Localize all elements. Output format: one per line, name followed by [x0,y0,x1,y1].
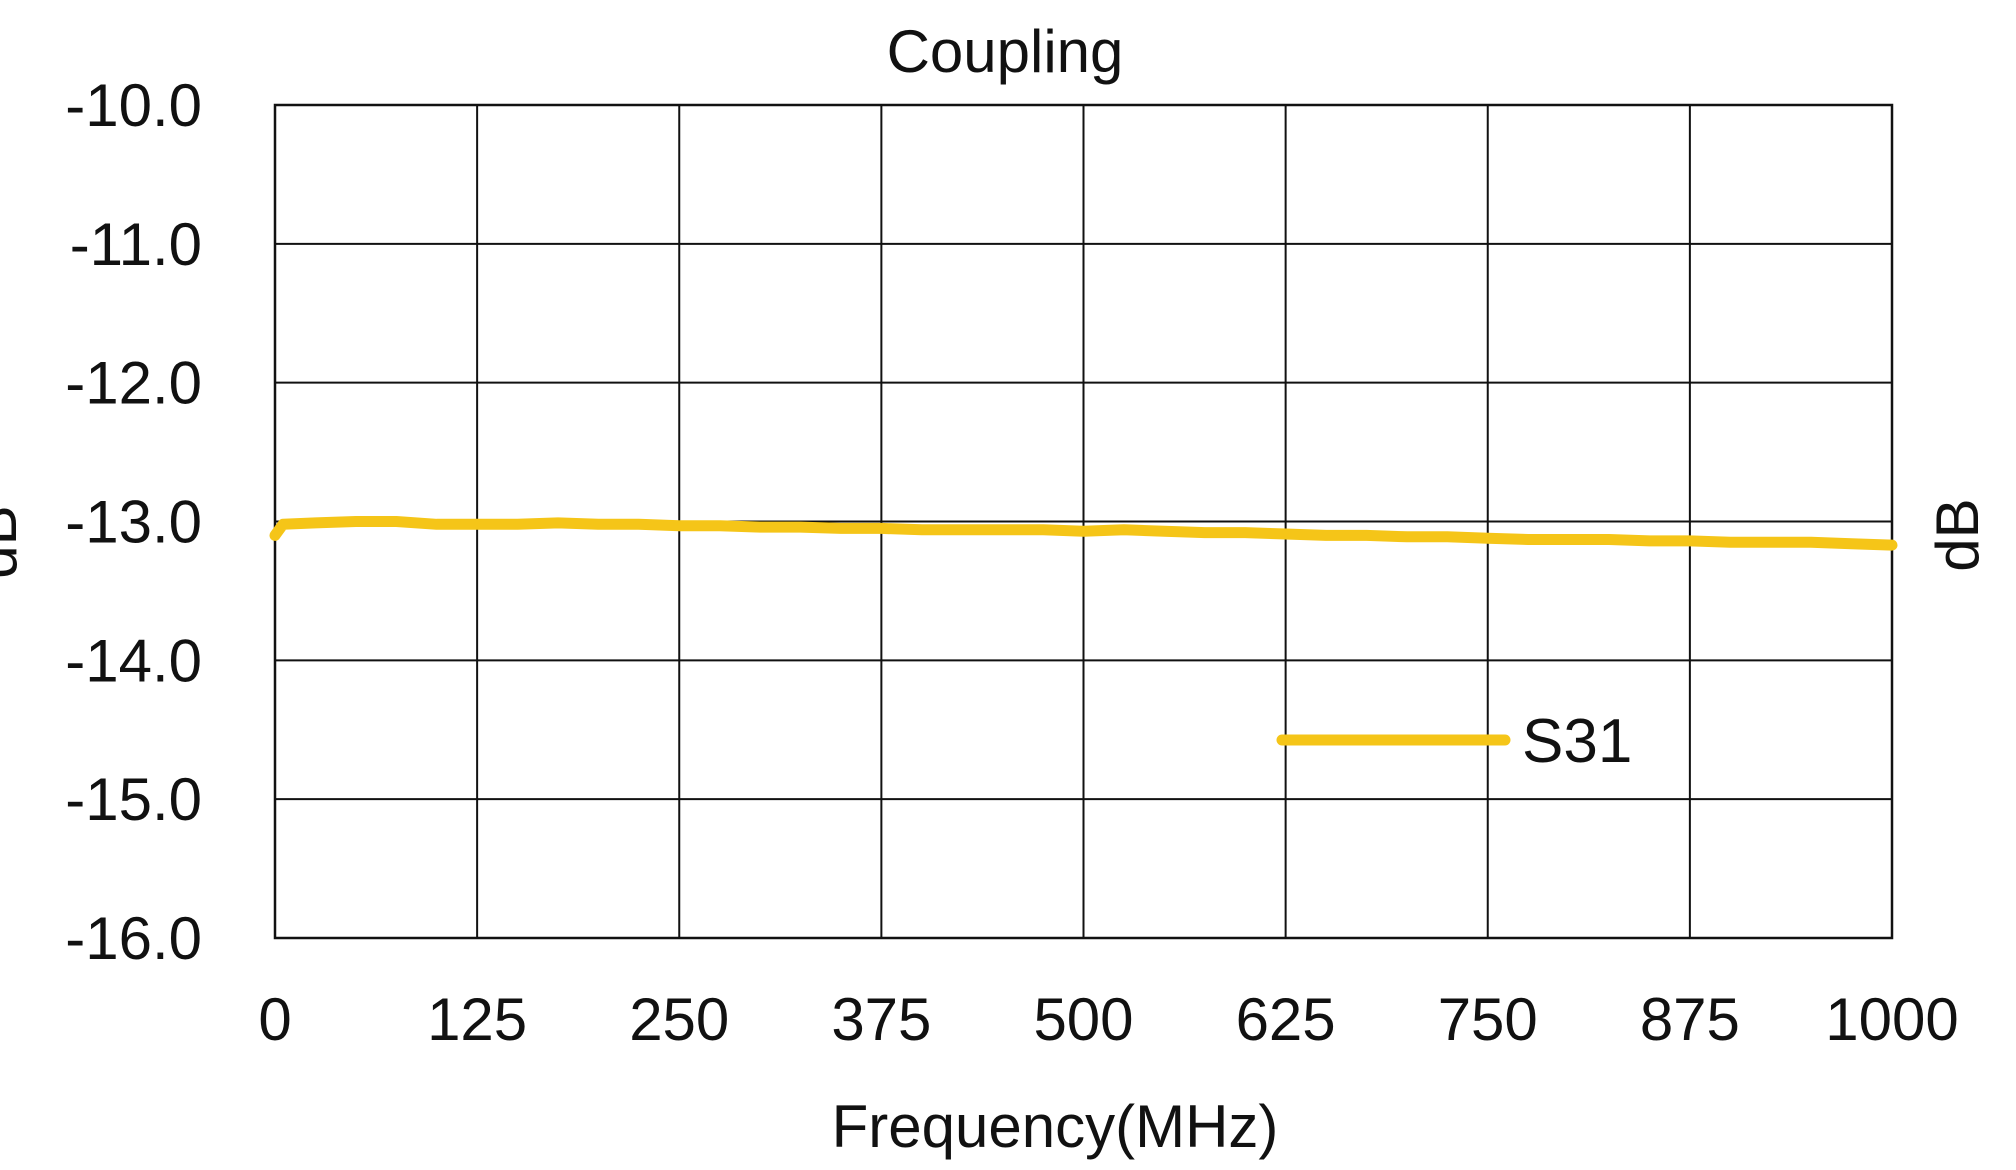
x-tick-label: 625 [1236,986,1336,1053]
gridlines [275,105,1892,938]
x-tick-label: 750 [1438,986,1538,1053]
x-tick-label: 875 [1640,986,1740,1053]
plot-frame [273,103,1894,940]
legend-label-s31: S31 [1522,707,1632,776]
x-axis-title: Frequency(MHz) [832,1093,1279,1160]
y-tick-label: -14.0 [65,627,202,694]
y-tick-label: -11.0 [70,211,202,278]
series-layer [269,516,1898,551]
y-tick-label: -10.0 [65,72,202,139]
y-axis-title-right: dB [1924,498,1991,571]
x-tick-label: 250 [629,986,729,1053]
y-tick-labels: -10.0 -11.0 -12.0 -13.0 -14.0 -15.0 -16.0 [65,72,202,972]
y-tick-label: -12.0 [65,350,202,417]
series-line-s31 [269,516,1898,551]
legend: S31 [1276,707,1632,776]
y-axis-title-left: dB [0,505,29,578]
y-tick-label: -15.0 [65,766,202,833]
y-tick-label: -13.0 [65,489,202,556]
x-tick-label: 375 [831,986,931,1053]
y-tick-label: -16.0 [65,905,202,972]
x-tick-label: 125 [427,986,527,1053]
x-tick-label: 1000 [1825,986,1958,1053]
x-tick-label: 0 [258,986,291,1053]
chart-title: Coupling [887,18,1124,85]
x-tick-labels: 0 125 250 375 500 625 750 875 1000 [258,986,1958,1053]
x-tick-label: 500 [1033,986,1133,1053]
